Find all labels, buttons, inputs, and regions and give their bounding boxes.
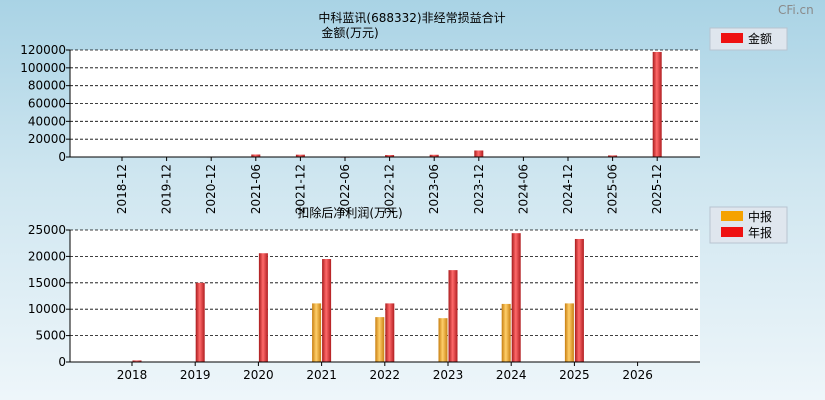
chart2-bar-annual bbox=[574, 238, 584, 362]
chart1-xtick-label: 2019-12 bbox=[160, 164, 174, 214]
chart2-plot-area bbox=[70, 230, 700, 362]
chart1-xtick-label: 2023-06 bbox=[427, 164, 441, 214]
chart1-bar bbox=[652, 51, 662, 157]
chart2-bars bbox=[132, 233, 584, 362]
chart1-xtick-label: 2024-12 bbox=[561, 164, 575, 214]
chart1-ytick-label: 100000 bbox=[20, 61, 66, 75]
chart2-ytick-label: 10000 bbox=[28, 302, 66, 316]
chart2-bar-annual bbox=[385, 303, 395, 362]
chart2-ytick-label: 0 bbox=[58, 355, 66, 369]
chart1-xtick-label: 2023-12 bbox=[472, 164, 486, 214]
chart1-legend: 金额 bbox=[709, 27, 788, 51]
chart2-grid bbox=[70, 229, 700, 362]
chart2-bar-interim bbox=[438, 318, 448, 362]
chart2-legend-label-annual: 年报 bbox=[748, 225, 772, 240]
chart2-bar-interim bbox=[564, 303, 574, 362]
chart2-ytick-label: 15000 bbox=[28, 276, 66, 290]
chart2-title: 扣除后净利润(万元) bbox=[297, 205, 402, 220]
chart2-legend: 中报 年报 bbox=[709, 206, 788, 244]
chart2-bar-annual bbox=[448, 270, 458, 362]
chart2-xtick-label: 2026 bbox=[622, 368, 653, 382]
chart1-axes: 0 20000 40000 60000 80000 100000 120000 2018-12… bbox=[20, 43, 700, 214]
chart1-xtick-label: 2022-06 bbox=[338, 164, 352, 214]
chart2-bar-interim bbox=[375, 317, 385, 362]
chart1-ytick-label: 0 bbox=[58, 150, 66, 164]
chart2-xtick-label: 2023 bbox=[433, 368, 464, 382]
chart1-ytick-label: 120000 bbox=[20, 43, 66, 57]
chart1-bar bbox=[295, 154, 305, 157]
chart1-bar bbox=[474, 150, 484, 157]
chart2-axes: 0 5000 10000 15000 20000 25000 2018 2019 2020 202… bbox=[28, 223, 700, 382]
chart1-xtick-label: 2021-06 bbox=[249, 164, 263, 214]
chart2-legend-label-interim: 中报 bbox=[748, 209, 772, 224]
chart2-xtick-label: 2021 bbox=[306, 368, 337, 382]
chart2-bar-annual bbox=[511, 233, 521, 362]
chart2-ytick-label: 25000 bbox=[28, 223, 66, 237]
chart1-grid bbox=[70, 49, 700, 157]
chart1-bar bbox=[385, 155, 395, 157]
chart2-xtick-label: 2025 bbox=[559, 368, 590, 382]
chart1-ytick-label: 40000 bbox=[28, 114, 66, 128]
chart1-legend-swatch bbox=[721, 33, 743, 43]
chart1-xtick-label: 2024-06 bbox=[516, 164, 530, 214]
chart1-title: 中科蓝讯(688332)非经常损益合计 bbox=[318, 10, 505, 25]
chart2-ytick-label: 20000 bbox=[28, 249, 66, 263]
chart2-bar-annual bbox=[132, 360, 142, 362]
chart1-xtick-label: 2022-12 bbox=[383, 164, 397, 214]
chart2-legend-swatch-interim bbox=[721, 211, 743, 221]
chart1-ytick-label: 60000 bbox=[28, 97, 66, 111]
chart2-bar-annual bbox=[322, 259, 332, 362]
chart1-ytick-label: 20000 bbox=[28, 132, 66, 146]
watermark: CFi.cn bbox=[778, 3, 814, 17]
chart1-ytick-label: 80000 bbox=[28, 79, 66, 93]
chart2-xtick-label: 2019 bbox=[180, 368, 211, 382]
chart2-ytick-label: 5000 bbox=[35, 329, 66, 343]
chart1-bar bbox=[251, 154, 261, 157]
chart1-xtick-label: 2020-12 bbox=[204, 164, 218, 214]
chart1-bar bbox=[429, 154, 439, 157]
chart1-subtitle: 金额(万元) bbox=[321, 25, 378, 40]
chart1-legend-label: 金额 bbox=[748, 31, 772, 46]
chart2-xtick-label: 2024 bbox=[496, 368, 527, 382]
chart1-xtick-label: 2025-12 bbox=[650, 164, 664, 214]
chart2-xtick-label: 2022 bbox=[370, 368, 401, 382]
chart2-xtick-label: 2018 bbox=[117, 368, 148, 382]
chart2-legend-swatch-annual bbox=[721, 227, 743, 237]
chart1-xtick-label: 2025-06 bbox=[606, 164, 620, 214]
chart2-xtick-label: 2020 bbox=[243, 368, 274, 382]
chart2-bar-annual bbox=[195, 282, 205, 362]
chart1-xtick-label: 2018-12 bbox=[115, 164, 129, 214]
chart2-bar-annual bbox=[258, 253, 268, 362]
chart1-bar bbox=[608, 155, 618, 157]
chart2-bar-interim bbox=[312, 303, 322, 362]
chart1-xtick-label: 2021-12 bbox=[293, 164, 307, 214]
chart2-bar-interim bbox=[501, 303, 511, 362]
